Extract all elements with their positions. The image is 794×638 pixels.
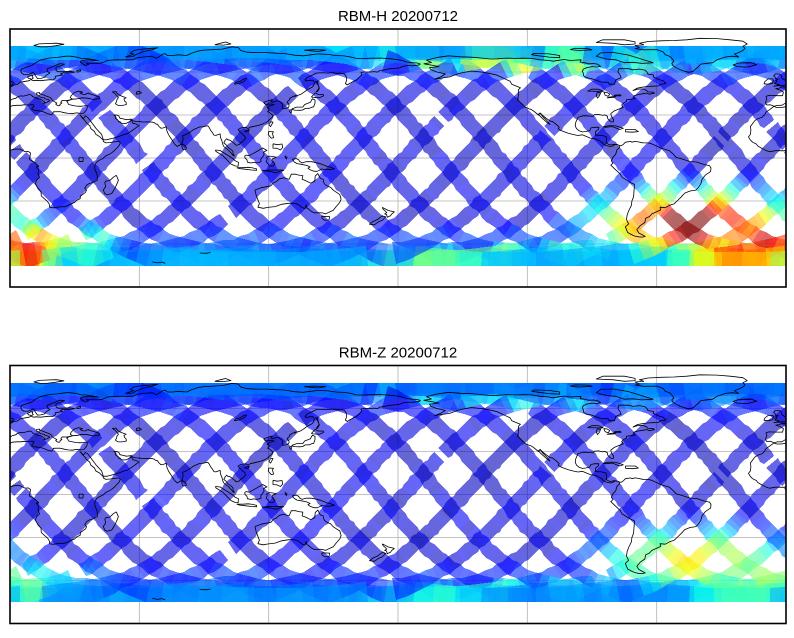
svg-text:RBM-Z 20200712: RBM-Z 20200712 (339, 345, 457, 362)
svg-text:RBM-H 20200712: RBM-H 20200712 (338, 8, 458, 25)
